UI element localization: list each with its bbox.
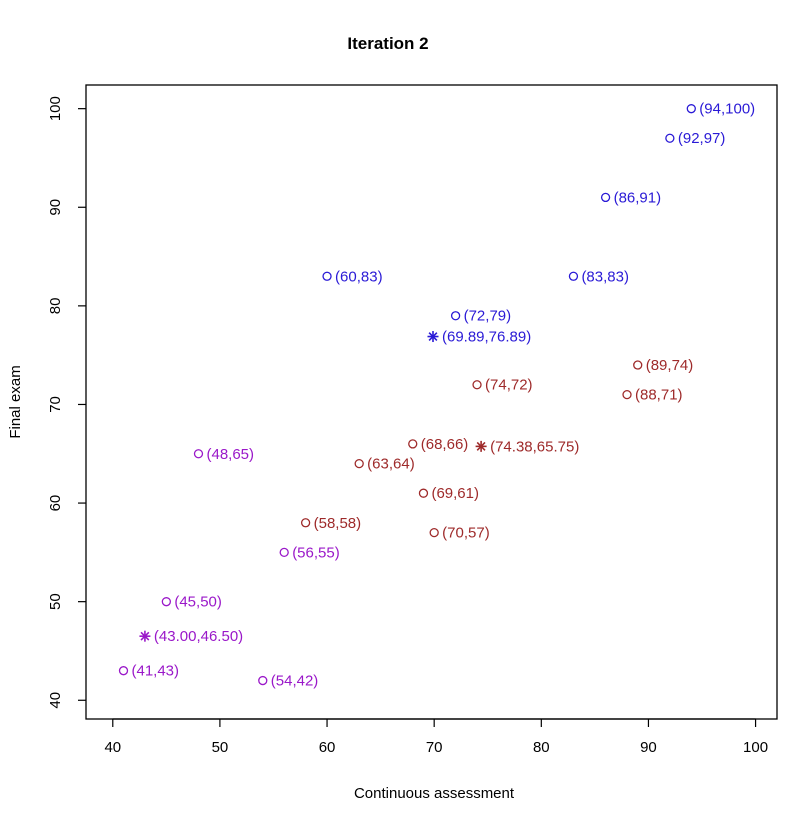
chart-title: Iteration 2 bbox=[347, 34, 428, 53]
data-point bbox=[279, 547, 289, 558]
data-point bbox=[193, 449, 204, 459]
centroid-marker bbox=[427, 331, 439, 343]
data-point bbox=[622, 389, 632, 400]
centroid-marker bbox=[475, 440, 487, 452]
data-point-label: (89,74) bbox=[646, 357, 694, 374]
data-point-label: (48,65) bbox=[206, 446, 254, 463]
x-tick-label: 70 bbox=[426, 739, 443, 756]
data-point bbox=[354, 458, 364, 469]
data-point bbox=[686, 104, 696, 114]
centroid-marker bbox=[139, 630, 151, 642]
data-point bbox=[418, 488, 429, 498]
x-tick-label: 50 bbox=[212, 739, 229, 756]
data-point bbox=[322, 271, 332, 281]
data-point-label: (56,55) bbox=[292, 544, 340, 561]
data-point bbox=[665, 133, 675, 143]
x-tick-label: 90 bbox=[640, 739, 657, 756]
data-point-label: (58,58) bbox=[314, 515, 362, 532]
y-tick-label: 50 bbox=[47, 593, 64, 610]
x-tick-label: 100 bbox=[743, 739, 768, 756]
data-point bbox=[161, 597, 171, 607]
y-tick-label: 100 bbox=[47, 96, 64, 121]
y-tick-label: 90 bbox=[47, 199, 64, 216]
data-point-label: (92,97) bbox=[678, 130, 726, 147]
y-axis-title: Final exam bbox=[7, 365, 24, 438]
data-point-label: (74,72) bbox=[485, 377, 533, 394]
data-point bbox=[633, 360, 643, 370]
x-axis: 40 50 60 70 80 90 100 bbox=[104, 718, 768, 756]
x-axis-title: Continuous assessment bbox=[354, 785, 515, 802]
centroid-label: (69.89,76.89) bbox=[442, 329, 531, 346]
data-point bbox=[429, 527, 439, 538]
y-tick-label: 70 bbox=[47, 396, 64, 413]
y-tick-label: 60 bbox=[47, 495, 64, 512]
data-point bbox=[600, 192, 611, 203]
data-point-label: (41,43) bbox=[131, 663, 179, 680]
data-point bbox=[118, 666, 129, 676]
data-point-label: (45,50) bbox=[174, 594, 222, 611]
y-axis: 40 50 60 70 80 90 100 bbox=[47, 96, 86, 709]
data-point-label: (88,71) bbox=[635, 387, 683, 404]
data-point-label: (86,91) bbox=[614, 189, 662, 206]
data-point-label: (94,100) bbox=[699, 101, 755, 118]
x-tick-label: 60 bbox=[319, 739, 336, 756]
data-point-label: (83,83) bbox=[581, 268, 629, 285]
centroid-label: (43.00,46.50) bbox=[154, 628, 243, 645]
data-marks: (94,100) (92,97) (86,91) (60,83) (83,83) (72,… bbox=[118, 101, 755, 690]
y-tick-label: 80 bbox=[47, 298, 64, 315]
data-point bbox=[568, 271, 579, 281]
data-point-label: (63,64) bbox=[367, 456, 415, 473]
data-point bbox=[472, 380, 482, 390]
data-point bbox=[300, 518, 311, 528]
data-point-label: (54,42) bbox=[271, 673, 319, 690]
data-point bbox=[408, 439, 418, 449]
x-tick-label: 40 bbox=[104, 739, 121, 756]
data-point-label: (72,79) bbox=[464, 308, 512, 325]
data-point-label: (60,83) bbox=[335, 268, 383, 285]
y-tick-label: 40 bbox=[47, 692, 64, 709]
data-point-label: (68,66) bbox=[421, 436, 469, 453]
data-point bbox=[258, 675, 268, 686]
centroid-label: (74.38,65.75) bbox=[490, 438, 579, 455]
data-point bbox=[450, 311, 461, 321]
data-point-label: (69,61) bbox=[431, 485, 479, 502]
x-tick-label: 80 bbox=[533, 739, 550, 756]
data-point-label: (70,57) bbox=[442, 525, 490, 542]
